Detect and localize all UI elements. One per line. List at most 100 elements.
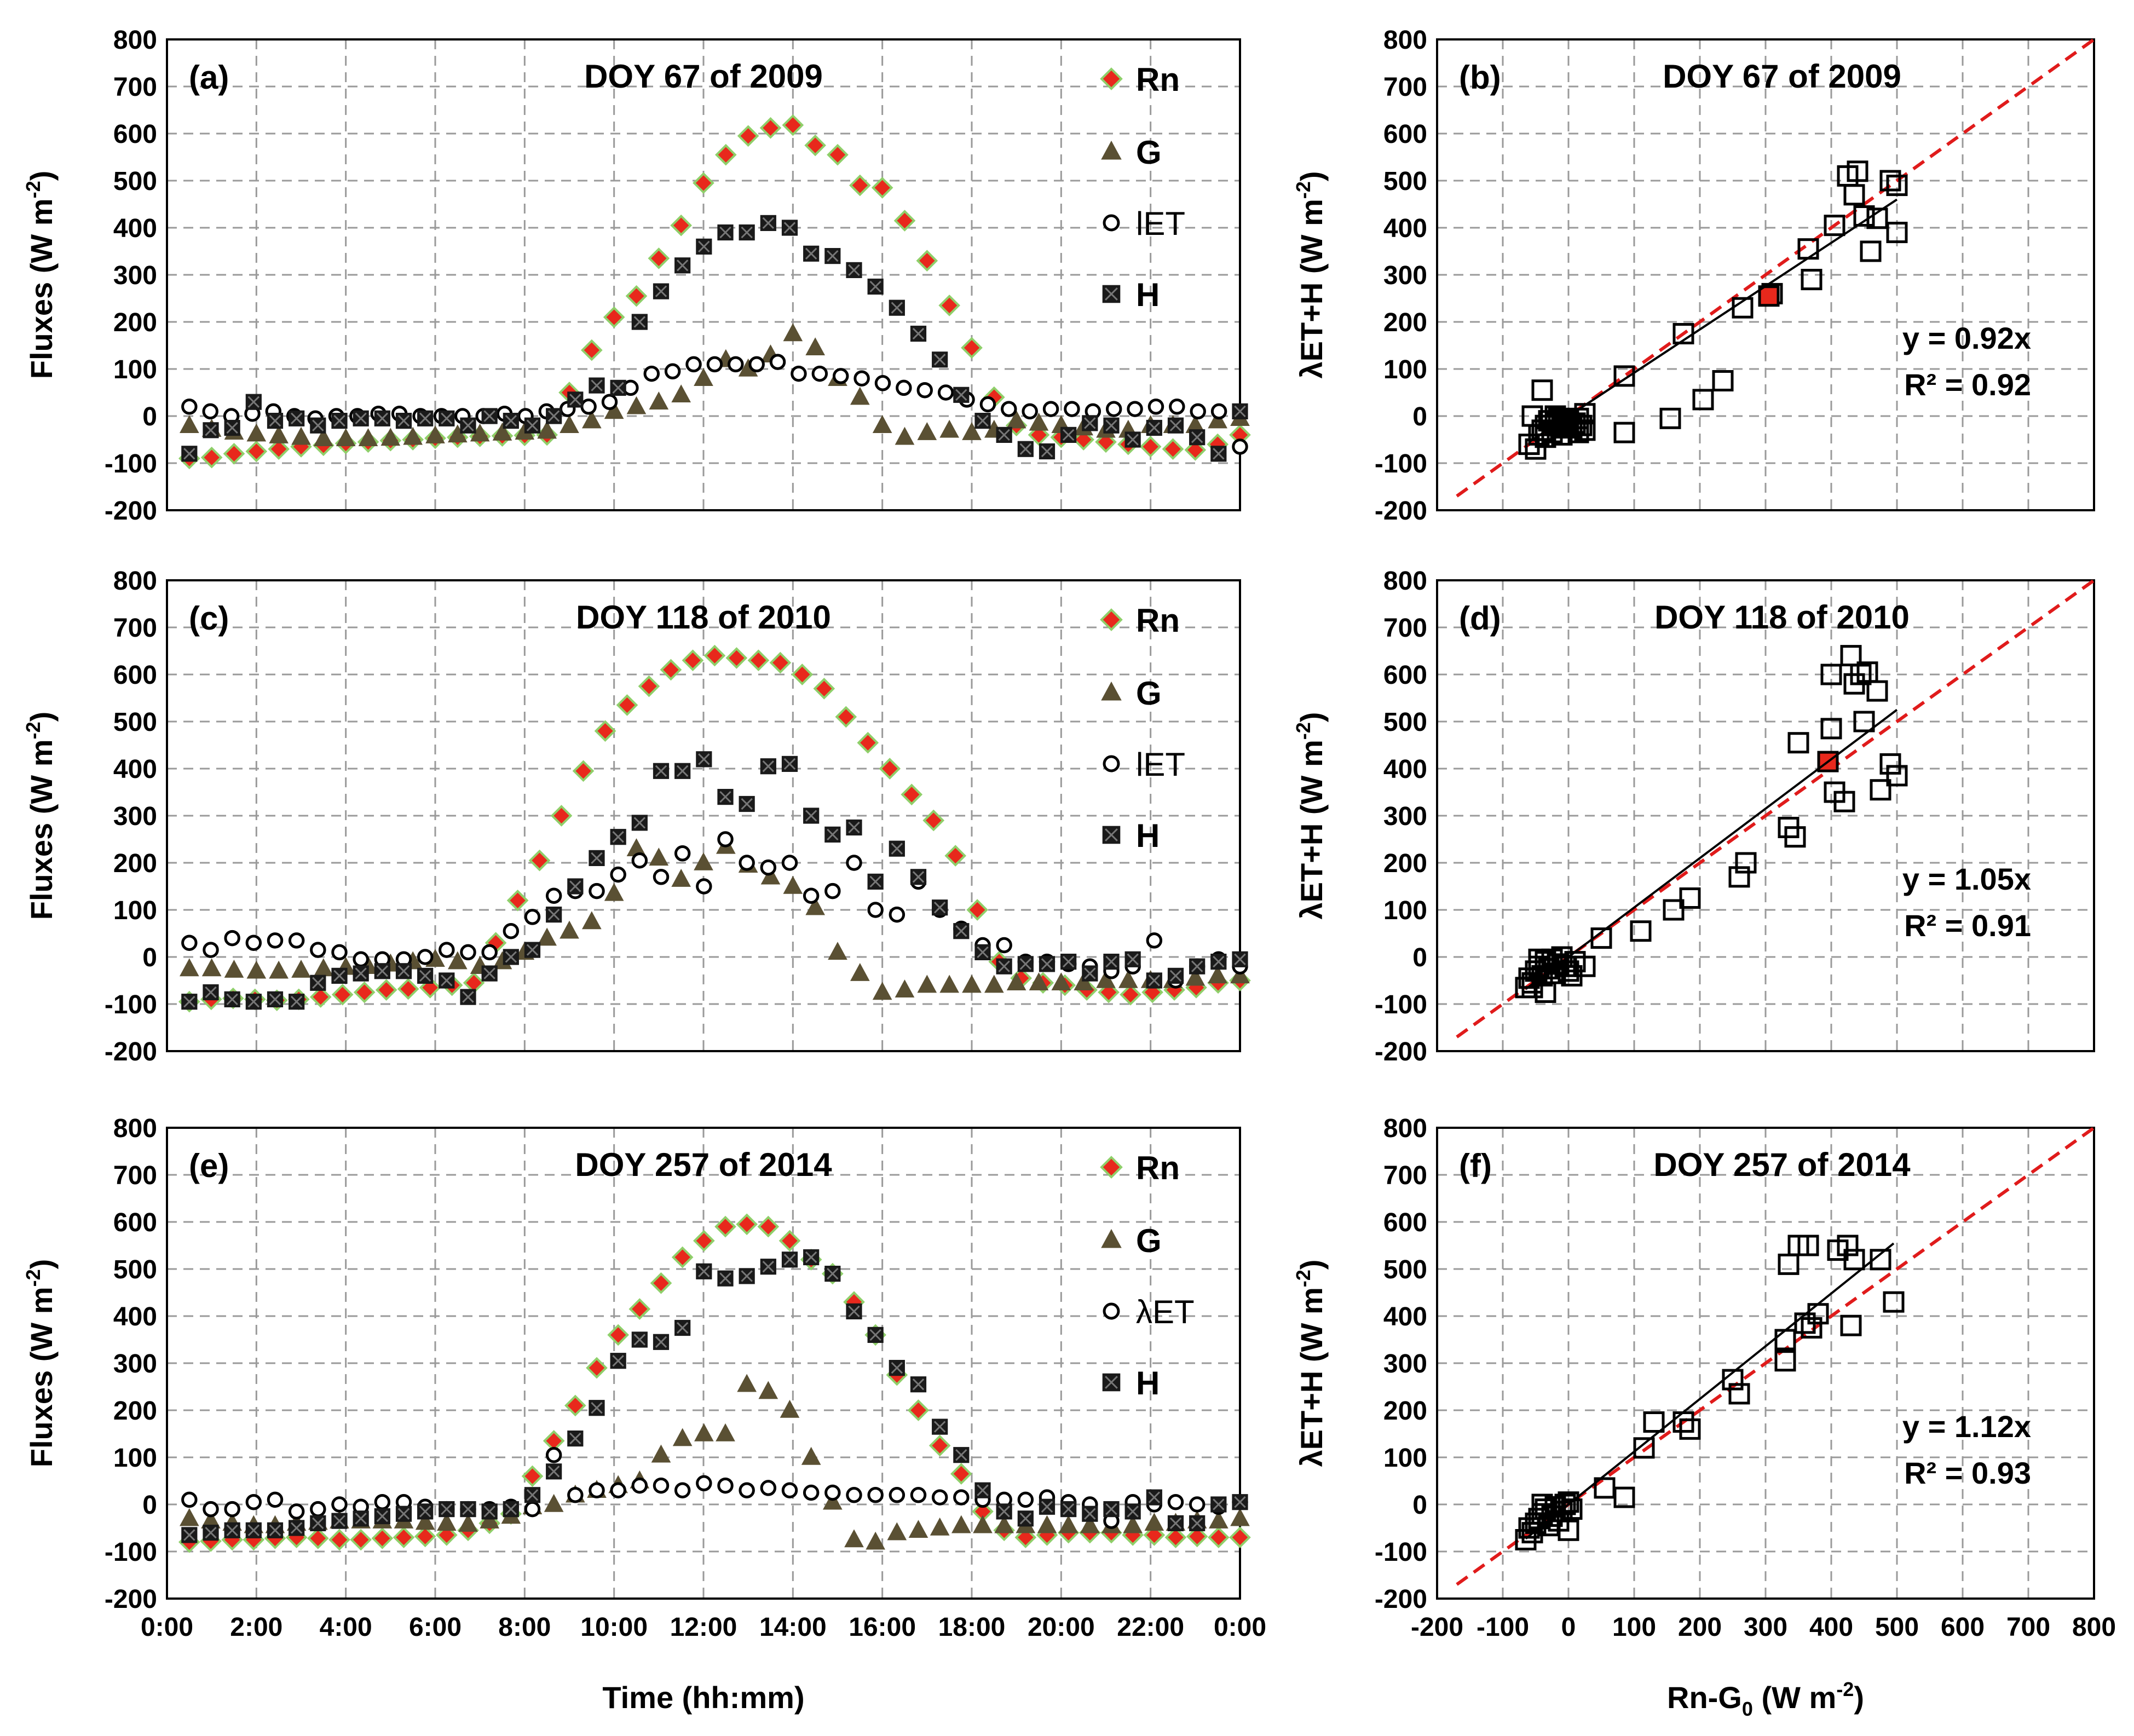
g-point (403, 426, 423, 445)
h-marker-cross (376, 965, 388, 977)
et-point (1105, 401, 1122, 417)
g-point (581, 911, 602, 930)
h-marker-cross (677, 1322, 689, 1334)
g-point (1118, 970, 1138, 988)
h-point (310, 1515, 326, 1532)
g-point (1080, 1515, 1100, 1533)
et-point (803, 1484, 820, 1501)
h-point (1102, 285, 1121, 303)
rn-point (353, 981, 376, 1003)
scatter-point (1850, 664, 1872, 685)
g-point (951, 1515, 971, 1533)
h-marker-cross (1127, 953, 1139, 965)
h-marker-cross (998, 429, 1010, 441)
h-point (910, 1376, 927, 1393)
panel-title: DOY 118 of 2010 (576, 599, 831, 636)
et-point (846, 855, 862, 871)
rn-point (857, 731, 879, 754)
et-point (760, 859, 777, 876)
x-tick-label: 14:00 (759, 1613, 827, 1642)
h-marker-cross (1019, 1513, 1031, 1525)
h-marker-cross (526, 419, 539, 431)
h-marker-cross (1063, 429, 1075, 441)
h-point (739, 1268, 755, 1284)
g-point (537, 927, 557, 946)
rn-point (393, 1526, 415, 1549)
g-point (908, 1520, 928, 1538)
panel-label: (d) (1459, 600, 1501, 637)
scatter-points (1515, 645, 1908, 1003)
h-marker-cross (741, 798, 753, 810)
rn-point (200, 446, 223, 469)
h-marker-cross (1105, 1376, 1118, 1389)
h-marker-cross (633, 1334, 645, 1346)
h-point (546, 408, 562, 424)
scatter-point (1558, 1491, 1579, 1513)
h-point (953, 923, 970, 939)
x-tick-label: 400 (1809, 1613, 1853, 1642)
h-marker-cross (441, 1503, 453, 1515)
panel-label: (f) (1459, 1147, 1492, 1184)
et-point (224, 930, 240, 947)
h-point (1146, 419, 1162, 436)
scatter-point (1528, 948, 1550, 970)
scatter-point (1853, 711, 1875, 733)
et-point (181, 1491, 198, 1508)
panel-label: (c) (189, 600, 229, 637)
g-point (805, 337, 826, 356)
h-point (803, 245, 820, 262)
rn-point (521, 1465, 544, 1487)
legend-h-label: H (1136, 1365, 1160, 1402)
et-point (288, 932, 305, 949)
legend (1100, 608, 1123, 844)
h-point (996, 1503, 1012, 1520)
h-marker-cross (633, 817, 645, 829)
et-point (910, 1487, 927, 1503)
g-point (492, 422, 512, 441)
g-point (917, 422, 937, 440)
h-point (203, 422, 219, 439)
h-point (524, 417, 541, 434)
h-marker-cross (1041, 958, 1053, 970)
scatter-point (1679, 1418, 1701, 1440)
h-point (739, 224, 755, 241)
y-axis-label: Fluxes (W m-2) (22, 712, 59, 920)
x-tick-label: 300 (1744, 1613, 1787, 1642)
h-marker-cross (1234, 953, 1246, 965)
scatter-point (1866, 680, 1888, 702)
h-marker-cross (1191, 1517, 1203, 1530)
et-point (846, 1487, 862, 1503)
h-marker-cross (612, 382, 624, 394)
scatter-point (1870, 779, 1891, 801)
scatter-point (1613, 1486, 1635, 1508)
g-point (801, 1446, 821, 1465)
h-point (996, 958, 1012, 974)
et-point (916, 382, 933, 399)
h-marker-cross (827, 828, 839, 841)
rn-point (879, 758, 901, 780)
panel-title: DOY 118 of 2010 (1654, 599, 1910, 636)
et-point (717, 1477, 734, 1494)
h-marker-cross (526, 1489, 539, 1501)
y-tick-label: 700 (113, 73, 157, 102)
rn-point (782, 114, 804, 136)
h-marker-cross (1148, 422, 1160, 434)
h-marker-cross (1169, 419, 1182, 431)
et-point (664, 363, 681, 380)
h-point (974, 413, 991, 429)
h-marker-cross (848, 1305, 860, 1318)
h-point (781, 1251, 798, 1268)
g-point (604, 883, 624, 901)
rn-point (586, 1357, 608, 1379)
et-point (674, 845, 691, 862)
h-marker-cross (1169, 970, 1182, 982)
g-point (1096, 970, 1116, 988)
g-point (1185, 967, 1206, 986)
h-marker-cross (762, 760, 774, 772)
rn-point (397, 978, 419, 1000)
gridlines (166, 579, 1241, 1052)
et-point (353, 951, 369, 968)
g-point (962, 422, 982, 440)
et-point (481, 944, 498, 961)
h-point (374, 1508, 390, 1525)
